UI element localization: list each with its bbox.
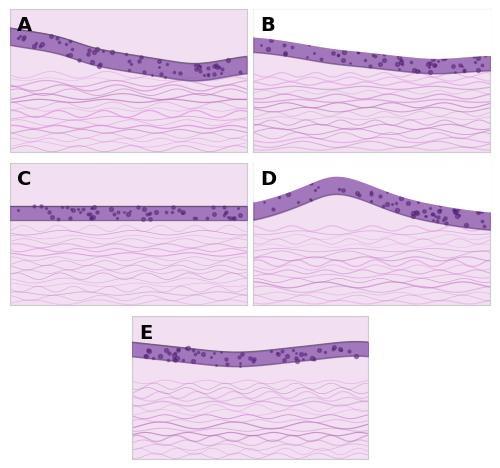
Text: D: D [260, 170, 276, 189]
Text: C: C [17, 170, 32, 189]
Text: E: E [139, 323, 152, 343]
Text: B: B [260, 16, 276, 36]
Text: A: A [17, 16, 32, 36]
